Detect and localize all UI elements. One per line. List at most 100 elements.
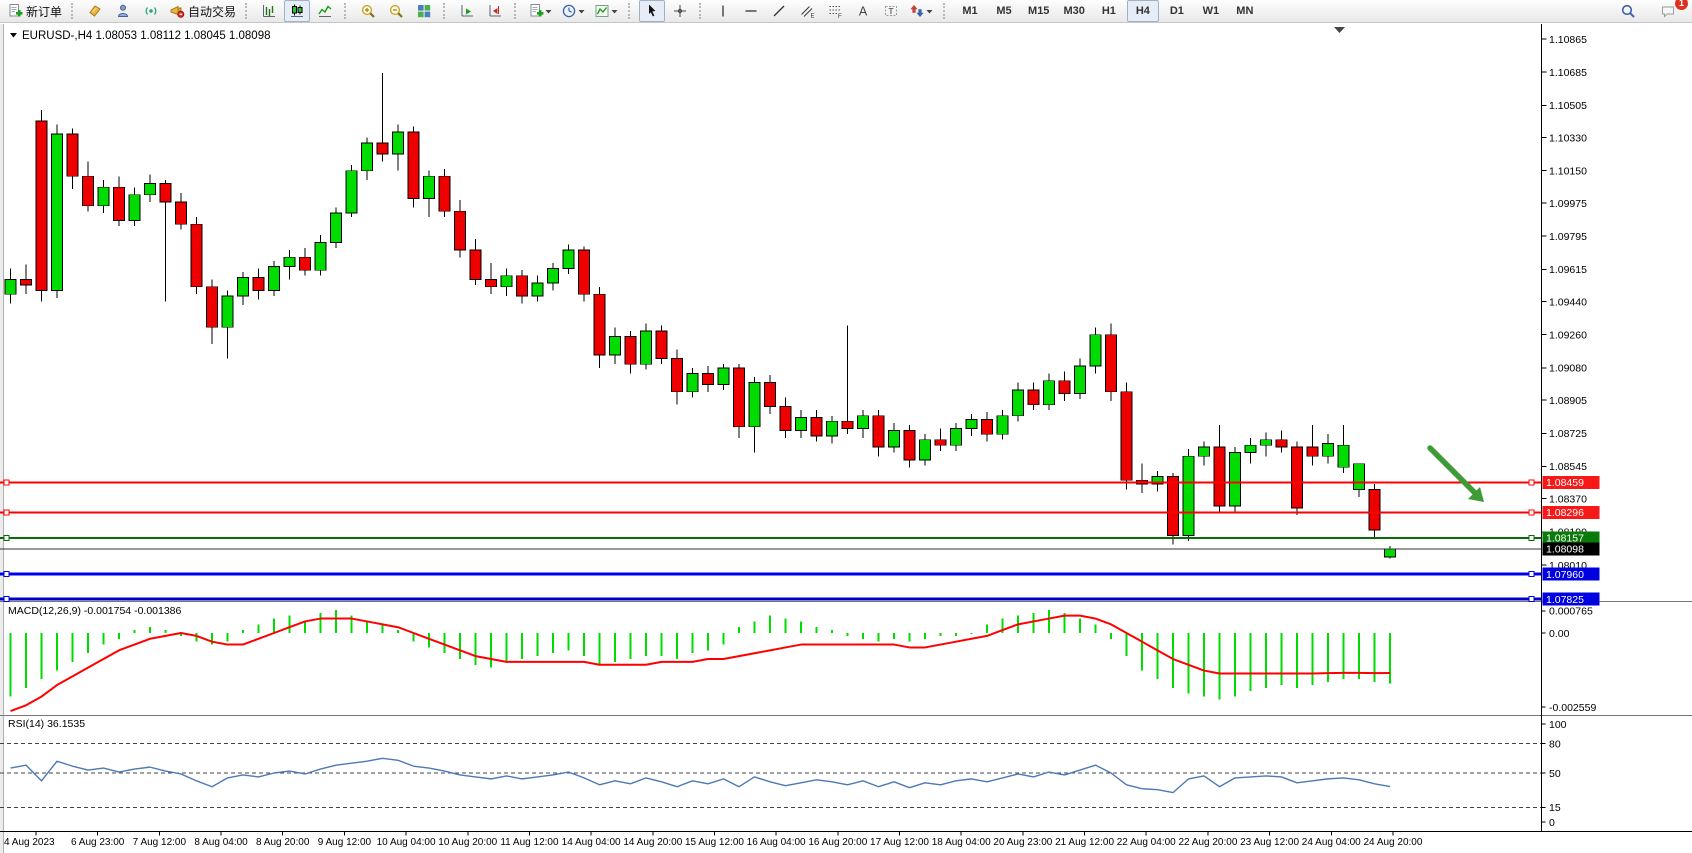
zoom-in-button[interactable]: [355, 0, 381, 22]
timeframe-m1-button[interactable]: M1: [962, 5, 978, 17]
toolbar-separator: [943, 3, 949, 19]
timeframe-m15-button[interactable]: M15: [1028, 5, 1050, 17]
macd-pane[interactable]: 0.000765 0.00 -0.002559 MACD(12,26,9) -0.00…: [8, 605, 1596, 714]
chart-left-frame: [0, 24, 3, 853]
candle-body: [128, 194, 141, 221]
macd-histogram-bar: [645, 633, 647, 657]
autotrading-button[interactable]: 自动交易: [166, 0, 239, 22]
indicators-button[interactable]: [591, 0, 622, 22]
cursor-button[interactable]: [639, 0, 666, 22]
text-button[interactable]: A: [850, 0, 876, 22]
candle-body: [1275, 439, 1288, 448]
macd-histogram-bar: [614, 633, 616, 662]
vertical-line-button[interactable]: [710, 0, 736, 22]
macd-histogram-bar: [784, 618, 787, 633]
macd-histogram-bar: [753, 621, 756, 633]
macd-histogram-bar: [800, 621, 802, 633]
horizontal-line-button[interactable]: [738, 0, 764, 22]
rsi-pane[interactable]: 100 80 50 15 0 RSI(14) 36.1535: [0, 718, 1567, 829]
timeframe-m5-button[interactable]: M5: [996, 5, 1012, 17]
line-handle[interactable]: [1528, 509, 1535, 516]
candle-body: [1074, 365, 1086, 395]
timeframe-d1-button[interactable]: D1: [1169, 5, 1184, 17]
signals-button[interactable]: [138, 0, 164, 22]
macd-histogram-bar: [335, 609, 337, 633]
time-tick-label: 7 Aug 12:00: [133, 837, 187, 848]
macd-histogram-bar: [862, 633, 864, 639]
chart-shift-marker-icon[interactable]: [1334, 27, 1345, 33]
macd-histogram-bar: [1373, 633, 1376, 683]
time-tick-label: 4 Aug 2023: [4, 837, 55, 848]
bar-chart-button[interactable]: [256, 0, 282, 22]
line-handle[interactable]: [3, 479, 10, 486]
terminal-button[interactable]: [110, 0, 136, 22]
time-tick-label: 8 Aug 04:00: [194, 837, 248, 848]
candle-body: [4, 279, 17, 295]
time-tick-label: 22 Aug 04:00: [1117, 837, 1176, 848]
time-tick-label: 10 Aug 04:00: [377, 837, 436, 848]
toolbar-separator: [514, 3, 520, 19]
line-handle[interactable]: [3, 571, 10, 578]
price-tick-label: 1.10865: [1549, 34, 1587, 46]
line-handle[interactable]: [1528, 479, 1535, 486]
macd-histogram-bar: [846, 633, 849, 636]
fibonacci-button[interactable]: F: [822, 0, 848, 22]
candle-body: [345, 170, 358, 214]
fibo-icon: F: [829, 6, 842, 19]
down-arrow-annotation[interactable]: [1427, 445, 1484, 502]
line-handle[interactable]: [3, 534, 10, 541]
candlestick-chart-button[interactable]: [284, 0, 311, 22]
timeframe-w1-button[interactable]: W1: [1202, 5, 1220, 17]
chart-profile-button[interactable]: [82, 0, 108, 22]
toolbar-right: 1: [1614, 0, 1688, 22]
macd-histogram-bar: [1311, 633, 1314, 686]
candle-body: [159, 183, 172, 203]
line-handle[interactable]: [3, 509, 10, 516]
time-axis[interactable]: 4 Aug 2023 6 Aug 23:00 7 Aug 12:00 8 Aug 04…: [4, 831, 1423, 849]
zoom-out-button[interactable]: [383, 0, 409, 22]
price-line-label-box: [1542, 542, 1600, 556]
chart-collapse-caret-icon[interactable]: [10, 33, 17, 38]
trendline-button[interactable]: [766, 0, 792, 22]
candles-icon: [291, 4, 304, 17]
channel-icon: E: [801, 6, 815, 19]
candle-body: [826, 420, 838, 437]
search-icon[interactable]: [1615, 0, 1641, 22]
indicator-icon: [595, 5, 609, 17]
macd-histogram-bar: [505, 633, 508, 662]
macd-histogram-bar: [660, 633, 663, 657]
macd-histogram-bar: [211, 633, 213, 645]
line-handle[interactable]: [1528, 596, 1535, 603]
price-tick-label: 1.09615: [1549, 264, 1587, 276]
timeframe-h1-button[interactable]: H1: [1101, 5, 1116, 17]
dropdown-caret-icon: [545, 10, 552, 14]
chart-shift-button[interactable]: [482, 0, 508, 22]
equidistant-channel-button[interactable]: E: [794, 0, 820, 22]
timeframe-h4-button[interactable]: H4: [1126, 0, 1159, 22]
candle-body: [1198, 446, 1210, 457]
candle-body: [1012, 389, 1024, 417]
line-handle[interactable]: [3, 596, 10, 603]
new-chart-button[interactable]: [525, 0, 556, 22]
candle-body: [934, 439, 947, 446]
crosshair-button[interactable]: [667, 0, 693, 22]
macd-histogram-bar: [1172, 633, 1174, 688]
profiles-button[interactable]: [558, 0, 589, 22]
line-handle[interactable]: [1528, 571, 1535, 578]
auto-scroll-button[interactable]: [454, 0, 480, 22]
label-button[interactable]: T: [878, 0, 904, 22]
time-tick-label: 21 Aug 12:00: [1055, 837, 1114, 848]
line-handle[interactable]: [1528, 534, 1535, 541]
new-order-button[interactable]: 新订单: [4, 0, 65, 22]
timeframe-m30-button[interactable]: M30: [1063, 5, 1085, 17]
candles-group: [4, 73, 1396, 559]
arrows-button[interactable]: [906, 0, 937, 22]
notification-badge: 1: [1675, 0, 1688, 10]
notifications-icon[interactable]: 1: [1655, 0, 1688, 22]
timeframe-mn-button[interactable]: MN: [1236, 5, 1254, 17]
candle-body: [314, 242, 327, 271]
candle-body: [624, 336, 637, 365]
line-chart-button[interactable]: [312, 0, 338, 22]
tile-windows-button[interactable]: [411, 0, 437, 22]
